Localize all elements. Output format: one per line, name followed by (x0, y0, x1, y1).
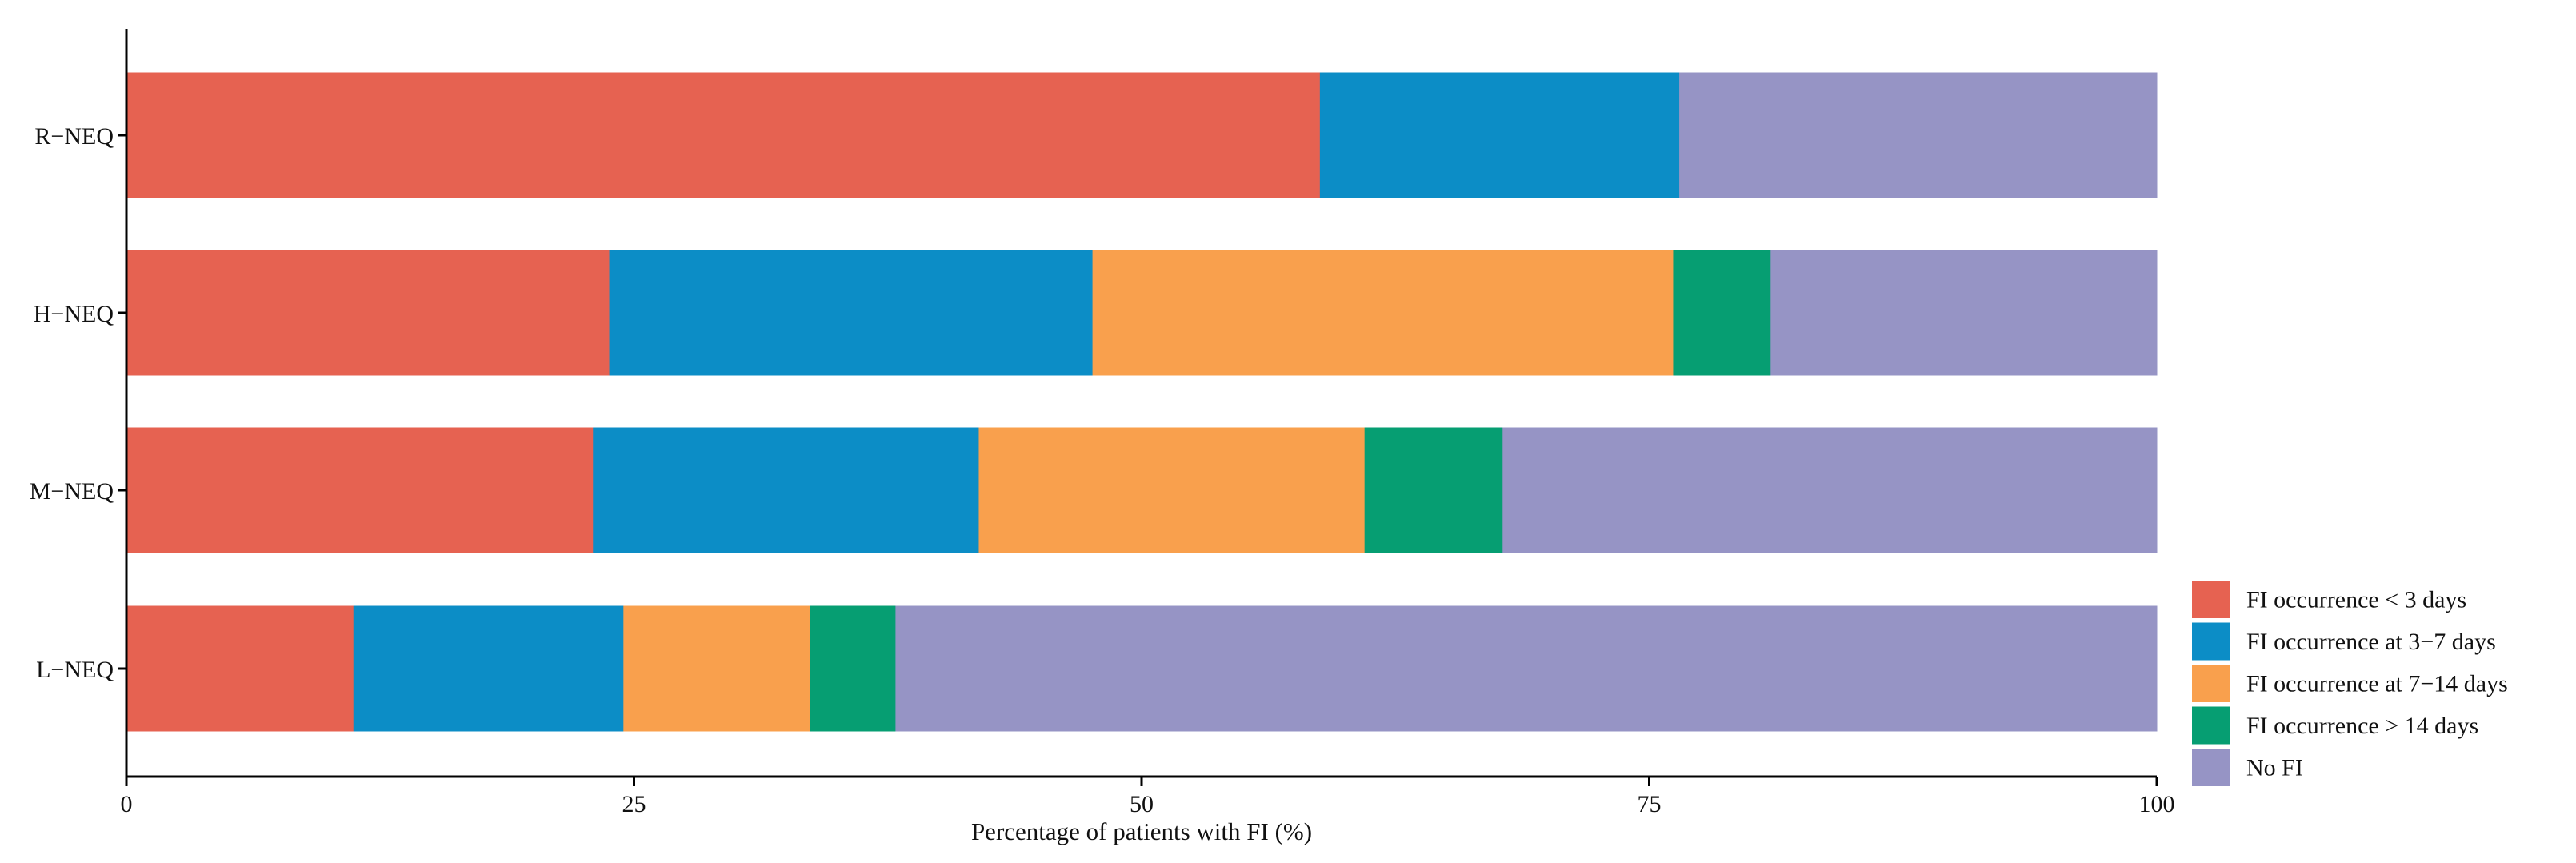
bar-segment-3-0 (126, 605, 354, 732)
y-tick-label: R−NEQ (34, 123, 114, 150)
bar-segment-3-1 (353, 605, 625, 732)
bar-segment-2-2 (978, 427, 1366, 553)
legend-swatch (2192, 706, 2230, 745)
bar-segment-3-2 (623, 605, 811, 732)
legend: FI occurrence < 3 days FI occurrence at 3… (2192, 581, 2508, 786)
legend-swatch (2192, 749, 2230, 786)
legend-label: FI occurrence < 3 days (2246, 587, 2466, 613)
bar-segment-1-4 (1770, 250, 2158, 376)
legend-label: FI occurrence > 14 days (2246, 713, 2478, 739)
y-tick-label: M−NEQ (30, 478, 114, 505)
legend-swatch (2192, 665, 2230, 702)
bar-segment-0-1 (1319, 72, 1681, 198)
bar-segment-3-4 (895, 605, 2158, 732)
bar-segment-1-3 (1673, 250, 1772, 376)
x-axis-title: Percentage of patients with FI (%) (971, 817, 1312, 845)
legend-label: FI occurrence at 3−7 days (2246, 629, 2496, 655)
x-tick-label: 50 (1130, 791, 1154, 817)
bar-segment-1-2 (1092, 250, 1674, 376)
x-tick-label: 25 (622, 791, 646, 817)
x-tick-label: 75 (1638, 791, 1662, 817)
legend-swatch (2192, 622, 2230, 661)
x-axis-ticks: 0 25 50 75 100 (121, 777, 2175, 817)
bar-segment-0-0 (126, 72, 1321, 198)
y-tick-label: H−NEQ (34, 301, 114, 327)
y-tick-label: L−NEQ (36, 657, 114, 683)
bars-layer (126, 72, 2158, 732)
bar-segment-2-1 (593, 427, 980, 553)
bar-segment-2-4 (1502, 427, 2158, 553)
legend-label: No FI (2246, 755, 2303, 781)
x-tick-label: 0 (121, 791, 133, 817)
bar-segment-2-0 (126, 427, 594, 553)
y-axis-ticks: R−NEQ H−NEQ M−NEQ L−NEQ (30, 123, 126, 683)
x-tick-label: 100 (2139, 791, 2175, 817)
bar-segment-1-1 (609, 250, 1094, 376)
bar-segment-0-4 (1679, 72, 2158, 198)
bar-segment-1-0 (126, 250, 610, 376)
legend-label: FI occurrence at 7−14 days (2246, 671, 2508, 697)
bar-segment-2-3 (1364, 427, 1504, 553)
legend-swatch (2192, 581, 2230, 618)
bar-segment-3-3 (810, 605, 897, 732)
